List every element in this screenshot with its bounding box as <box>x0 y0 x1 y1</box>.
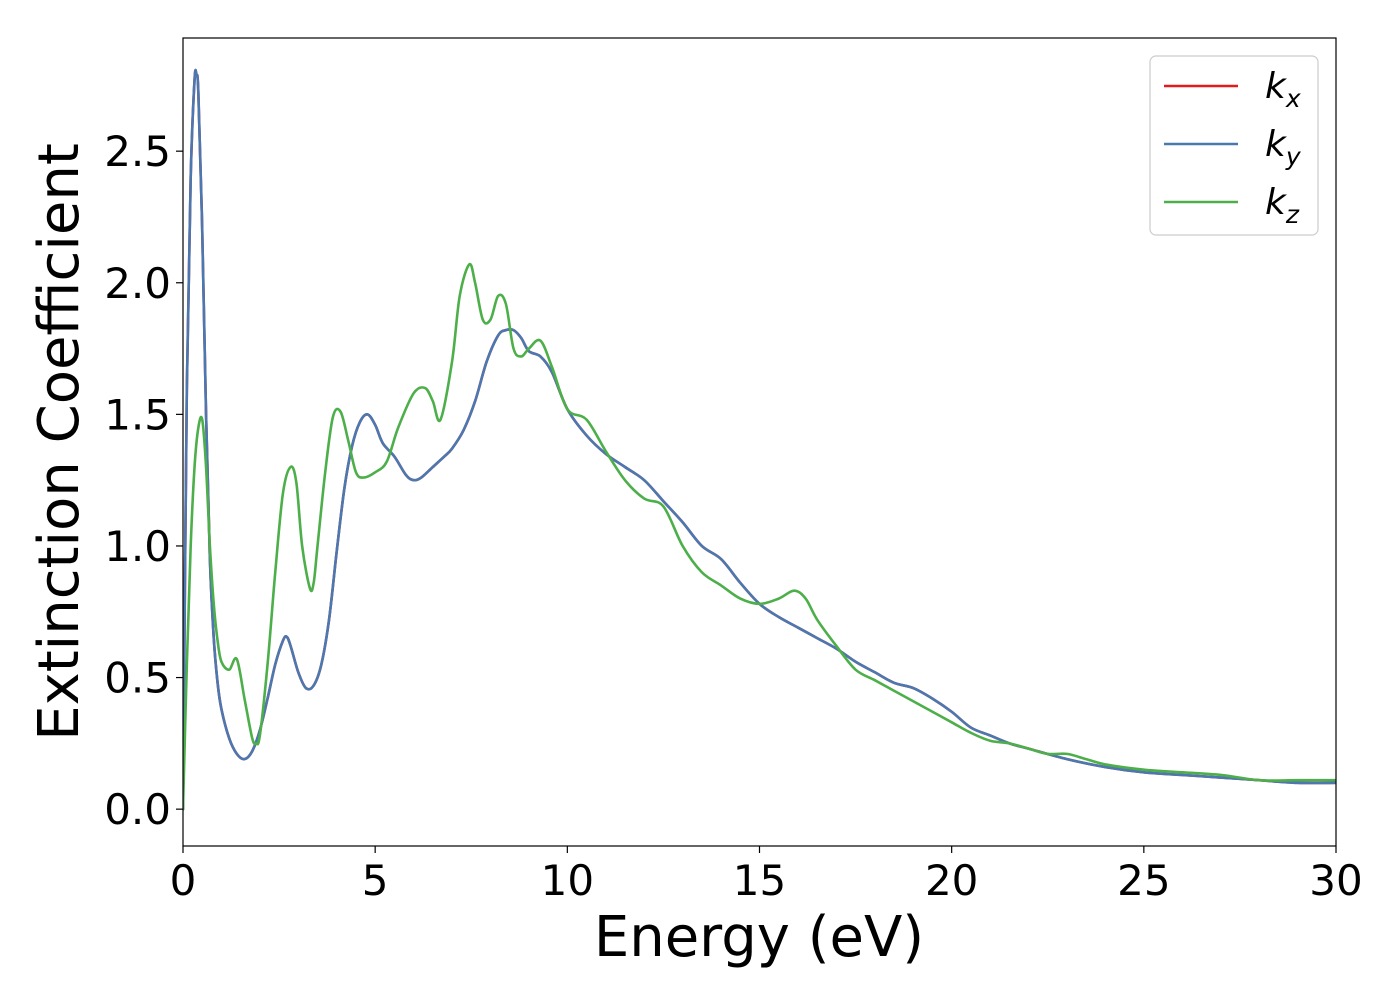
series-line-y <box>183 68 1336 811</box>
y-tick-label: 2.5 <box>104 127 171 176</box>
legend-box <box>1149 55 1319 236</box>
plot-lines <box>183 68 1336 811</box>
y-tick-label: 1.5 <box>104 390 171 439</box>
x-tick-label: 20 <box>925 856 978 905</box>
x-tick-label: 5 <box>362 856 389 905</box>
x-tick-label: 25 <box>1117 856 1170 905</box>
y-tick-label: 2.0 <box>104 259 171 308</box>
x-axis-ticks: 0 5 10 15 20 25 30 <box>170 846 1363 905</box>
y-tick-label: 0.0 <box>104 785 171 834</box>
x-axis-label: Energy (eV) <box>594 905 924 970</box>
y-axis-label: Extinction Coefficient <box>27 143 92 741</box>
y-axis-ticks: 0.0 0.5 1.0 1.5 2.0 2.5 <box>104 127 183 834</box>
x-tick-label: 10 <box>541 856 594 905</box>
x-tick-label: 15 <box>733 856 786 905</box>
x-tick-label: 30 <box>1309 856 1362 905</box>
y-tick-label: 1.0 <box>104 522 171 571</box>
series-line-z <box>183 262 1336 811</box>
y-tick-label: 0.5 <box>104 654 171 703</box>
x-tick-label: 0 <box>170 856 197 905</box>
